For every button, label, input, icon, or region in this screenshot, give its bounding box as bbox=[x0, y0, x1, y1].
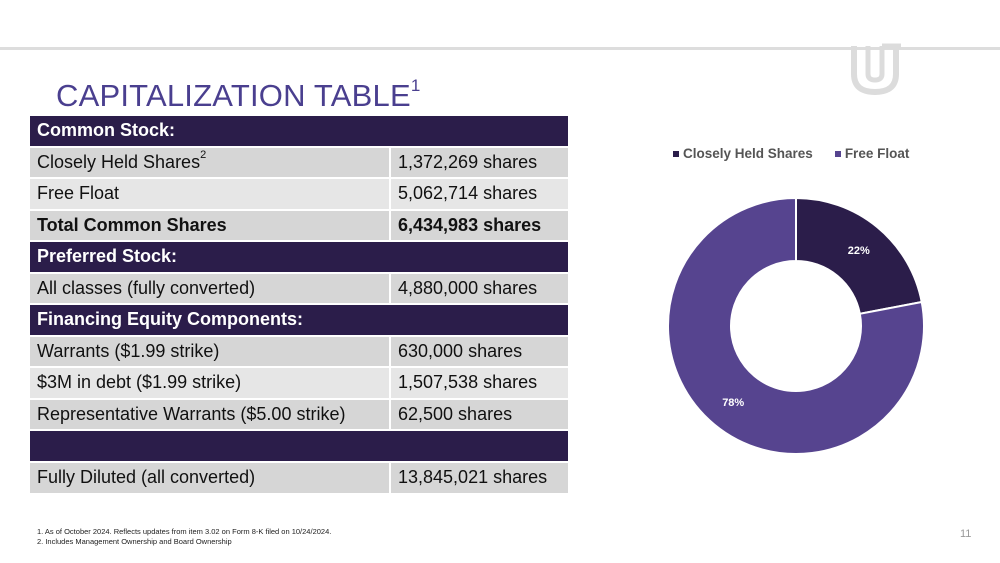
footnotes: 1. As of October 2024. Reflects updates … bbox=[37, 527, 331, 547]
row-label: All classes (fully converted) bbox=[30, 271, 390, 304]
table-row: Free Float 5,062,714 shares bbox=[30, 177, 568, 210]
donut-data-label: 78% bbox=[722, 397, 744, 409]
row-label: Warrants ($1.99 strike) bbox=[30, 334, 390, 367]
row-value: 1,372,269 shares bbox=[389, 145, 568, 178]
row-label: Representative Warrants ($5.00 strike) bbox=[30, 397, 390, 430]
donut-slice-free-float bbox=[667, 196, 925, 455]
table-row: Warrants ($1.99 strike) 630,000 shares bbox=[30, 334, 568, 367]
chart-legend: Closely Held Shares Free Float bbox=[673, 146, 909, 161]
donut-data-label: 22% bbox=[848, 245, 870, 257]
section-header-row: Common Stock: bbox=[30, 114, 568, 147]
row-value: 5,062,714 shares bbox=[389, 177, 568, 210]
table-row: $3M in debt ($1.99 strike) 1,507,538 shar… bbox=[30, 366, 568, 399]
donut-slice-closely-held-shares bbox=[795, 196, 923, 315]
footnote-1: 1. As of October 2024. Reflects updates … bbox=[37, 527, 332, 536]
title-footnote-mark: 1 bbox=[410, 76, 421, 95]
table-row: Fully Diluted (all converted) 13,845,021 … bbox=[30, 460, 568, 493]
row-value: 4,880,000 shares bbox=[389, 271, 568, 304]
section-header: Preferred Stock: bbox=[30, 240, 568, 273]
row-label: Total Common Shares bbox=[30, 208, 390, 241]
top-divider bbox=[0, 47, 1000, 50]
section-header: Financing Equity Components: bbox=[30, 303, 568, 336]
table-row: Closely Held Shares2 1,372,269 shares bbox=[30, 145, 568, 178]
row-value: 6,434,983 shares bbox=[389, 208, 568, 241]
legend-item-free-float: Free Float bbox=[834, 146, 909, 161]
table-row: Representative Warrants ($5.00 strike) 62… bbox=[30, 397, 568, 430]
legend-swatch bbox=[673, 150, 679, 157]
row-label: Closely Held Shares2 bbox=[30, 145, 390, 178]
company-logo-icon bbox=[851, 43, 901, 96]
table-row: Total Common Shares 6,434,983 shares bbox=[30, 208, 568, 241]
spacer-row bbox=[30, 429, 568, 462]
spacer-cell bbox=[30, 429, 568, 462]
row-value: 13,845,021 shares bbox=[389, 460, 568, 493]
row-label: Free Float bbox=[30, 177, 390, 210]
table-row: All classes (fully converted) 4,880,000 s… bbox=[30, 271, 568, 304]
section-header-row: Financing Equity Components: bbox=[30, 303, 568, 336]
page-title: CAPITALIZATION TABLE1 bbox=[56, 76, 421, 113]
section-header: Common Stock: bbox=[30, 114, 568, 147]
section-header-row: Preferred Stock: bbox=[30, 240, 568, 273]
legend-swatch bbox=[834, 150, 841, 157]
footnote-mark: 2 bbox=[200, 148, 207, 161]
row-label: Fully Diluted (all converted) bbox=[30, 460, 390, 493]
page-number: 11 bbox=[960, 528, 972, 540]
capitalization-table: Common Stock: Closely Held Shares2 1,372,2… bbox=[30, 114, 568, 493]
footnote-2: 2. Includes Management Ownership and Boa… bbox=[37, 537, 232, 546]
row-value: 630,000 shares bbox=[389, 334, 568, 367]
row-label: $3M in debt ($1.99 strike) bbox=[30, 366, 390, 399]
row-value: 1,507,538 shares bbox=[389, 366, 568, 399]
ownership-donut-chart: 22% 78% bbox=[667, 196, 925, 455]
row-value: 62,500 shares bbox=[389, 397, 568, 430]
legend-item-closely-held: Closely Held Shares bbox=[673, 146, 813, 161]
